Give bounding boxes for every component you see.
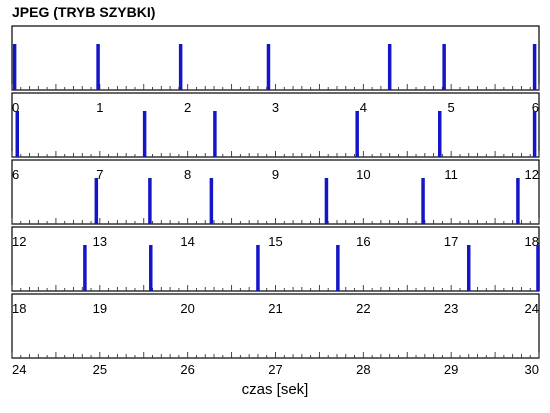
x-tick-label: 10 [356, 167, 370, 182]
x-tick-label: 30 [525, 362, 539, 377]
x-tick-label: 26 [180, 362, 194, 377]
x-tick-label: 14 [180, 234, 194, 249]
x-tick-label: 0 [12, 100, 19, 115]
x-tick-label: 19 [93, 301, 107, 316]
x-tick-label: 12 [12, 234, 26, 249]
chart-title: JPEG (TRYB SZYBKI) [12, 4, 156, 20]
x-tick-label: 15 [268, 234, 282, 249]
x-tick-label: 13 [93, 234, 107, 249]
x-tick-label: 23 [444, 301, 458, 316]
x-tick-label: 11 [444, 167, 458, 182]
x-tick-label: 8 [184, 167, 191, 182]
x-tick-label: 9 [272, 167, 279, 182]
x-tick-label: 3 [272, 100, 279, 115]
x-tick-label: 4 [360, 100, 367, 115]
x-tick-label: 24 [12, 362, 26, 377]
x-tick-label: 24 [525, 301, 539, 316]
x-tick-label: 5 [448, 100, 455, 115]
x-tick-label: 25 [93, 362, 107, 377]
row-frame [11, 25, 540, 91]
x-tick-label: 6 [532, 100, 539, 115]
x-tick-label: 27 [268, 362, 282, 377]
x-tick-label: 29 [444, 362, 458, 377]
x-tick-label: 12 [525, 167, 539, 182]
x-tick-label: 6 [12, 167, 19, 182]
x-tick-label: 28 [356, 362, 370, 377]
x-tick-label: 1 [96, 100, 103, 115]
x-tick-label: 20 [180, 301, 194, 316]
x-tick-label: 17 [444, 234, 458, 249]
x-tick-label: 7 [96, 167, 103, 182]
x-axis-label: czas [sek] [241, 381, 309, 398]
x-tick-label: 21 [268, 301, 282, 316]
x-tick-label: 2 [184, 100, 191, 115]
x-tick-label: 22 [356, 301, 370, 316]
x-tick-label: 18 [525, 234, 539, 249]
x-tick-label: 16 [356, 234, 370, 249]
x-tick-label: 18 [12, 301, 26, 316]
